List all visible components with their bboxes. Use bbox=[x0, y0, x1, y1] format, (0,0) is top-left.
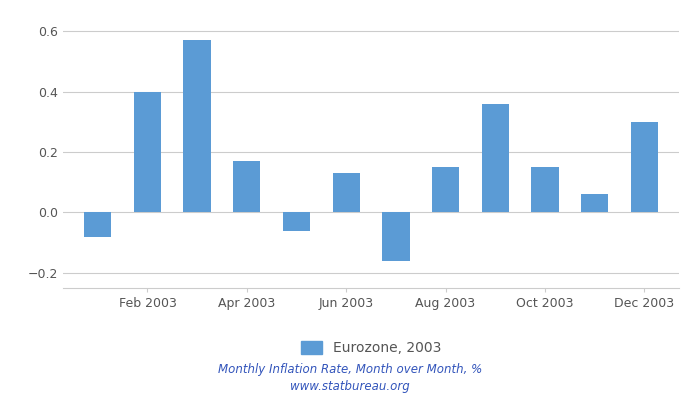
Bar bbox=[581, 194, 608, 212]
Legend: Eurozone, 2003: Eurozone, 2003 bbox=[295, 336, 447, 361]
Bar bbox=[283, 212, 310, 230]
Text: Monthly Inflation Rate, Month over Month, %: Monthly Inflation Rate, Month over Month… bbox=[218, 364, 482, 376]
Bar bbox=[183, 40, 211, 212]
Bar bbox=[332, 173, 360, 212]
Bar bbox=[482, 104, 509, 212]
Bar bbox=[84, 212, 111, 237]
Bar bbox=[382, 212, 410, 261]
Bar bbox=[432, 167, 459, 212]
Bar bbox=[531, 167, 559, 212]
Bar bbox=[233, 161, 260, 212]
Text: www.statbureau.org: www.statbureau.org bbox=[290, 380, 410, 393]
Bar bbox=[134, 92, 161, 212]
Bar bbox=[631, 122, 658, 212]
